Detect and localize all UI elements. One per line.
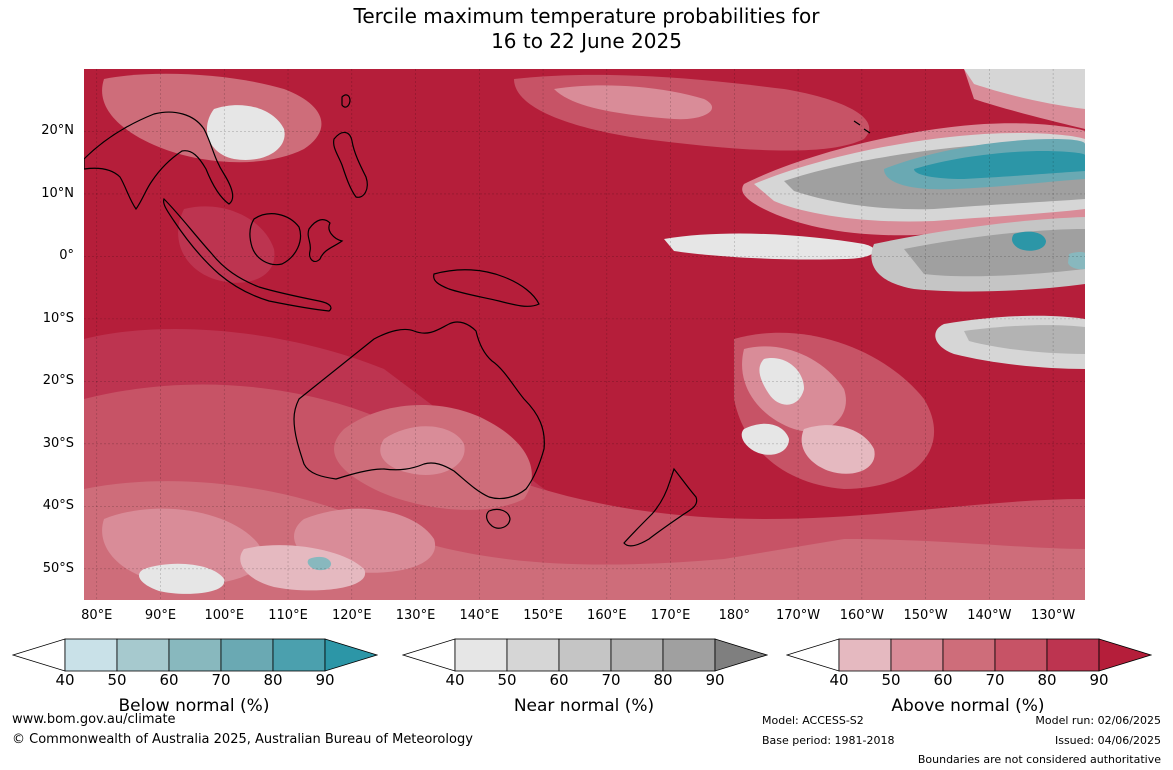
colorbar-segment [838,638,892,672]
colorbar-tick-label: 50 [497,671,517,689]
lon-label: 160°W [839,608,884,623]
colorbar-tick-label: 90 [315,671,335,689]
colorbar-segment [220,638,274,672]
colorbar-segment [662,638,716,672]
lat-label: 10°S [42,310,74,326]
lon-label: 170°W [775,608,821,623]
colorbar-tick-label: 70 [985,671,1005,689]
lat-label: 20°N [41,123,74,139]
lat-label: 30°S [42,435,74,451]
lat-label: 50°S [42,560,74,576]
footer-disclaimer: Boundaries are not considered authoritat… [917,753,1161,766]
lon-label: 180° [718,608,750,623]
footer-model-run: Model run: 02/06/2025 [1035,714,1161,727]
below-normal-region [307,139,1085,571]
lon-label: 110°E [268,608,308,623]
hawaii-coast [853,120,871,134]
colorbar-segment [942,638,996,672]
colorbar-segment [890,638,944,672]
lon-label: 100°E [204,608,245,623]
footer-copyright: © Commonwealth of Australia 2025, Austra… [12,732,473,747]
sulawesi-coast [307,219,344,263]
coastlines [84,94,871,547]
colorbar-segment [558,638,612,672]
colorbar-tick-label: 90 [1089,671,1109,689]
lon-label: 160°E [587,608,627,623]
colorbar-tick-label: 80 [653,671,673,689]
lon-label: 90°E [144,608,177,623]
lon-label: 150°W [903,608,948,623]
colorbar-segment [506,638,560,672]
australia-coast [293,321,545,500]
borneo-coast [249,213,302,266]
above-normal-region [84,69,1085,600]
page-title: Tercile maximum temperature probabilitie… [0,4,1173,54]
colorbar-tick-label: 40 [829,671,849,689]
colorbar-tick-label: 90 [705,671,725,689]
colorbar-tick-label: 70 [211,671,231,689]
colorbar-segment [994,638,1048,672]
title-line1: Tercile maximum temperature probabilitie… [353,4,820,28]
colorbar-segment [64,638,118,672]
title-line2: 16 to 22 June 2025 [491,29,682,53]
colorbar-title-above: Above normal (%) [891,696,1045,716]
colorbar-tick-label: 60 [159,671,179,689]
colorbar-tick-label: 50 [881,671,901,689]
lon-label: 140°E [459,608,500,623]
colorbar-tick-label: 60 [933,671,953,689]
colorbar-title-near: Near normal (%) [513,696,655,716]
footer-url[interactable]: www.bom.gov.au/climate [12,712,176,727]
sumatra-java-coast [163,197,332,312]
footer-base-period: Base period: 1981-2018 [762,734,895,747]
lon-label: 130°W [1031,608,1076,623]
colorbar-tick-label: 40 [55,671,75,689]
colorbar-above [786,638,1152,672]
colorbar-high-extension [324,638,378,672]
colorbar-tick-label: 80 [1037,671,1057,689]
lat-label: 0° [59,248,74,264]
graticule [84,69,1085,600]
footer-model: Model: ACCESS-S2 [762,714,864,727]
colorbar-segment [1046,638,1100,672]
colorbar-tick-label: 70 [601,671,621,689]
colorbar-segment [454,638,508,672]
indochina-coast [84,111,234,211]
colorbar-segment [116,638,170,672]
taiwan-coast [341,94,351,108]
probability-map [84,69,1085,600]
lon-label: 140°W [967,608,1012,623]
colorbar-low-extension [402,638,456,672]
lat-label: 10°N [41,185,74,201]
colorbar-low-extension [786,638,840,672]
lon-label: 80°E [81,608,113,623]
colorbar-tick-label: 50 [107,671,127,689]
lat-label: 20°S [42,373,74,389]
philippines-coast [333,131,368,198]
colorbar-tick-label: 40 [445,671,465,689]
new-zealand-coast [623,467,698,547]
lat-label: 40°S [42,498,74,514]
lon-label: 130°E [395,608,436,623]
colorbar-tick-label: 80 [263,671,283,689]
colorbar-segment [168,638,222,672]
colorbar-title-below: Below normal (%) [118,696,270,716]
colorbar-segment [272,638,326,672]
colorbar-segment [610,638,664,672]
tasmania-coast [486,508,511,529]
footer-issued: Issued: 04/06/2025 [1054,734,1161,747]
colorbar-low-extension [12,638,66,672]
colorbar-high-extension [1098,638,1152,672]
lon-label: 170°E [650,608,691,623]
lon-label: 150°E [523,608,563,623]
colorbar-high-extension [714,638,768,672]
new-guinea-coast [433,269,540,307]
colorbar-tick-label: 60 [549,671,569,689]
colorbar-below [12,638,378,672]
colorbar-near [402,638,768,672]
lon-label: 120°E [332,608,372,623]
